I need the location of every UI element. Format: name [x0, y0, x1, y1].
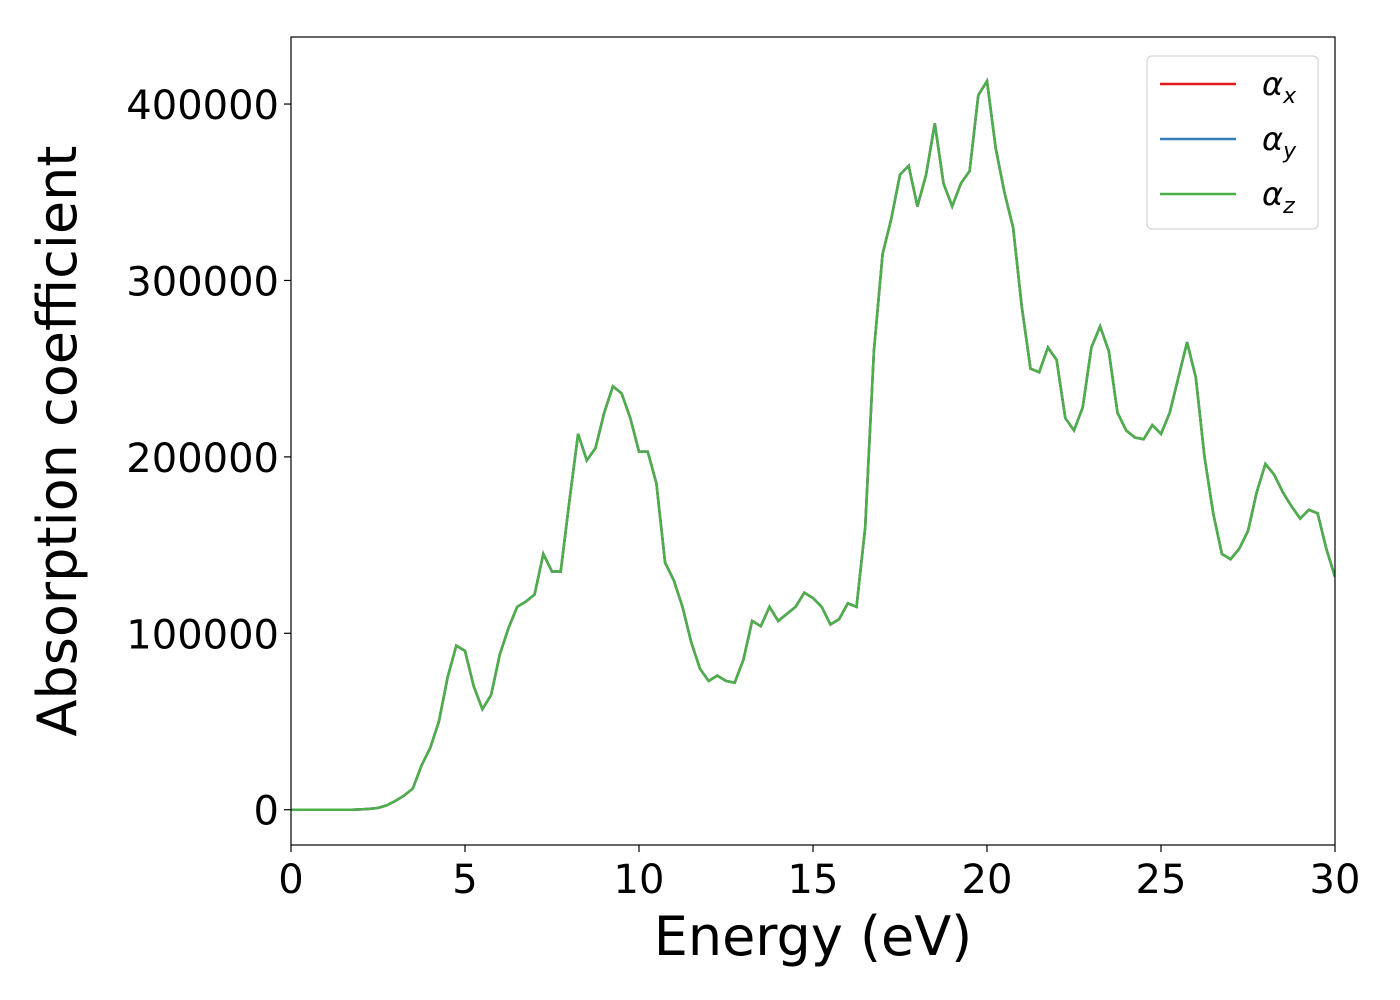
x-axis-label: Energy (eV)	[654, 905, 973, 968]
x-tick-label: 0	[278, 857, 303, 903]
y-tick-label: 100000	[126, 612, 279, 658]
y-tick-label: 0	[254, 789, 279, 835]
x-tick-label: 20	[962, 857, 1013, 903]
x-tick-label: 10	[614, 857, 665, 903]
data-line	[291, 77, 1335, 811]
legend-box	[1146, 55, 1319, 230]
x-tick-label: 5	[452, 857, 477, 903]
x-tick-label: 15	[788, 857, 839, 903]
legend-label: αz	[1262, 175, 1295, 219]
legend-label: αx	[1262, 65, 1297, 109]
y-axis-label: Absorption coefficient	[26, 146, 89, 737]
plot-frame	[290, 36, 1336, 846]
x-tick-label: 25	[1136, 857, 1187, 903]
legend-label: αy	[1262, 120, 1297, 164]
y-tick-label: 200000	[126, 436, 279, 482]
y-tick-label: 300000	[126, 259, 279, 305]
x-tick-label: 30	[1310, 857, 1361, 903]
y-tick-label: 400000	[126, 83, 279, 129]
